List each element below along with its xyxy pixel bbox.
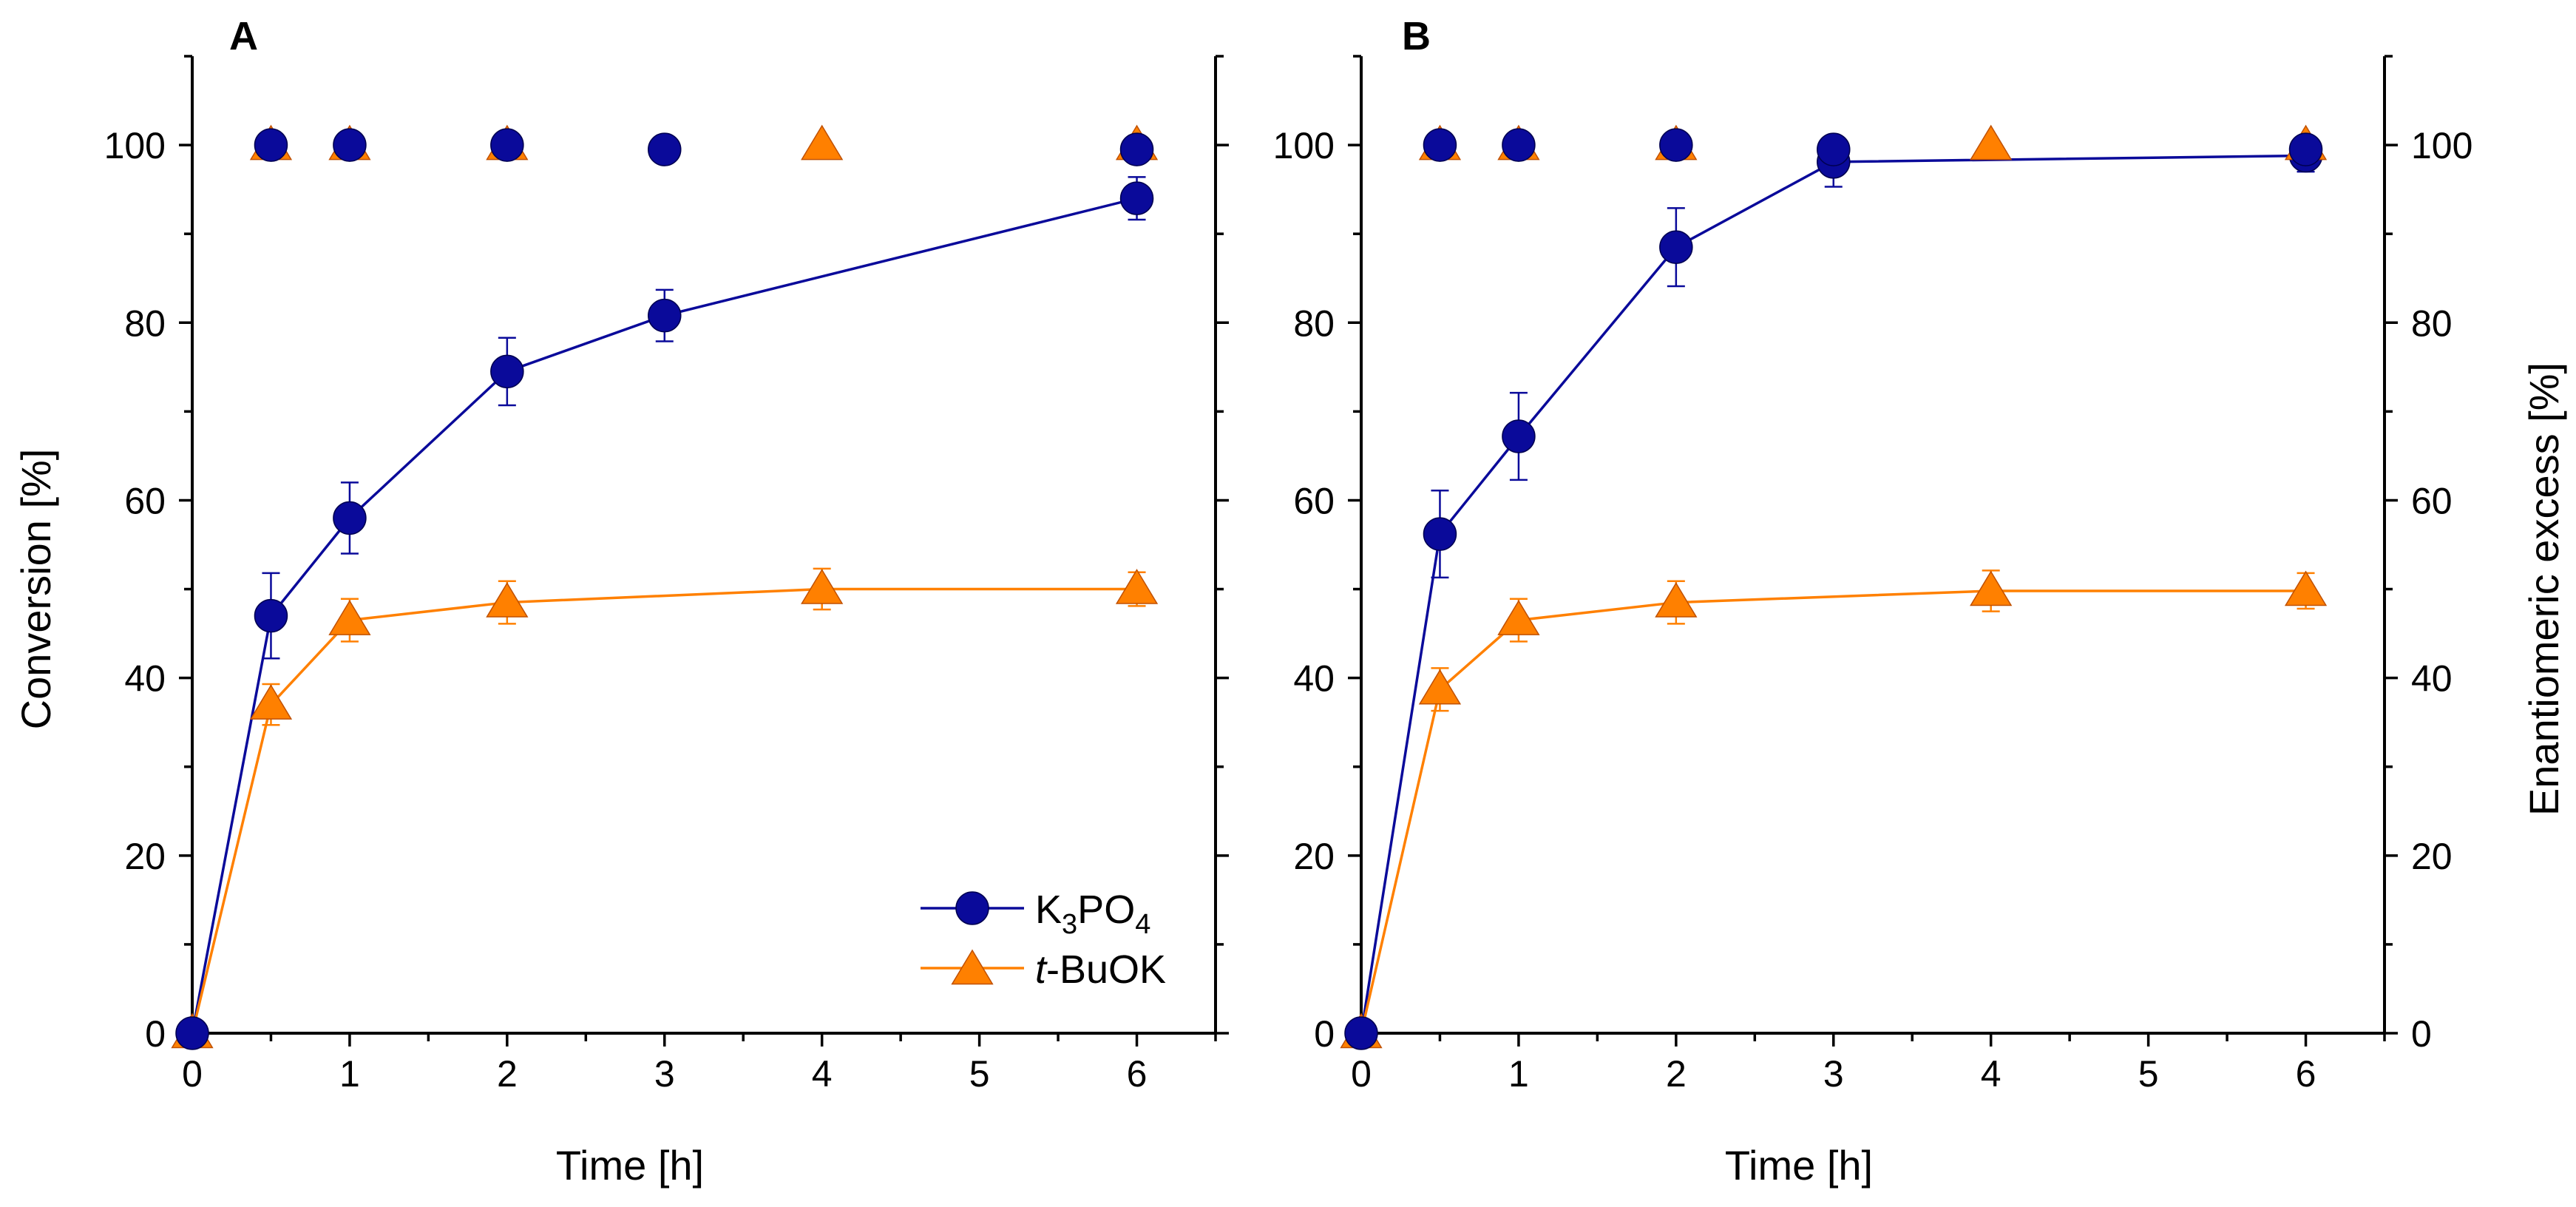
ee-point-k3po4 <box>1119 132 1154 166</box>
data-point-k3po4 <box>648 298 682 333</box>
ee-point-k3po4 <box>2288 132 2323 166</box>
y-tick-label: 40 <box>124 658 166 700</box>
series-line-tbuok <box>1360 589 2306 1034</box>
x-tick-label: 0 <box>1351 1053 1372 1095</box>
y2-tick-label: 20 <box>2411 836 2453 877</box>
data-point-k3po4 <box>1659 230 1693 264</box>
data-point-tbuok <box>801 569 844 604</box>
data-point-tbuok <box>1655 582 1698 618</box>
data-point-tbuok <box>328 600 371 635</box>
data-point-k3po4 <box>1423 517 1457 551</box>
y-tick-label: 60 <box>1293 480 1335 521</box>
x-tick-label: 2 <box>497 1053 518 1095</box>
legend-marker-k3po4 <box>955 891 989 925</box>
data-point-tbuok <box>2284 570 2328 606</box>
y-tick-label: 80 <box>124 302 166 344</box>
ee-point-k3po4 <box>1502 128 1536 162</box>
x-tick-label: 6 <box>2296 1053 2316 1095</box>
y-axis-title: Conversion [%] <box>13 449 59 730</box>
ee-point-k3po4 <box>1817 132 1851 166</box>
data-point-k3po4 <box>490 354 524 389</box>
ee-point-k3po4 <box>490 128 524 162</box>
x-axis-title: Time [h] <box>1725 1142 1873 1189</box>
data-point-k3po4 <box>333 501 367 535</box>
y-tick-label: 20 <box>124 836 166 877</box>
x-tick-label: 5 <box>2138 1053 2159 1095</box>
y2-tick-label: 80 <box>2411 302 2453 344</box>
y-tick-label: 20 <box>1293 836 1335 877</box>
x-tick-label: 3 <box>1823 1053 1844 1095</box>
legend-label-tbuok: t-BuOK <box>1035 947 1166 992</box>
series-line-tbuok <box>191 587 1137 1034</box>
x-tick-label: 3 <box>654 1053 675 1095</box>
data-point-k3po4 <box>1344 1016 1378 1050</box>
x-tick-label: 1 <box>1508 1053 1529 1095</box>
y2-tick-label: 0 <box>2411 1013 2432 1055</box>
data-point-k3po4 <box>175 1016 209 1050</box>
y-tick-label: 0 <box>1314 1013 1335 1055</box>
legend-marker-tbuok <box>951 949 994 985</box>
y2-tick-label: 40 <box>2411 658 2453 700</box>
x-tick-label: 1 <box>339 1053 360 1095</box>
y2-tick-label: 60 <box>2411 480 2453 521</box>
data-point-tbuok <box>1418 669 1462 705</box>
ee-point-k3po4 <box>254 128 288 162</box>
x-axis-title: Time [h] <box>556 1142 704 1189</box>
x-tick-label: 4 <box>1981 1053 2002 1095</box>
data-point-tbuok <box>1115 569 1159 604</box>
ee-point-k3po4 <box>1423 128 1457 162</box>
data-point-tbuok <box>1497 600 1540 635</box>
y2-axis-title: Enantiomeric excess [%] <box>2521 362 2567 816</box>
panel-label: B <box>1402 14 1431 58</box>
data-point-k3po4 <box>1502 419 1536 453</box>
y-tick-label: 60 <box>124 480 166 521</box>
data-point-tbuok <box>1970 570 2013 606</box>
series-line-k3po4 <box>1360 154 2306 1034</box>
y-tick-label: 100 <box>104 125 166 166</box>
legend-label-k3po4: K3PO4 <box>1035 888 1150 940</box>
ee-point-k3po4 <box>1659 128 1693 162</box>
x-tick-label: 5 <box>969 1053 990 1095</box>
series-line-k3po4 <box>191 197 1137 1034</box>
ee-point-tbuok <box>801 124 844 160</box>
y-tick-label: 100 <box>1273 125 1335 166</box>
data-point-k3po4 <box>254 598 288 633</box>
x-tick-label: 2 <box>1666 1053 1687 1095</box>
y2-tick-label: 100 <box>2411 125 2472 166</box>
ee-point-k3po4 <box>333 128 367 162</box>
data-point-tbuok <box>249 684 293 720</box>
ee-point-k3po4 <box>648 132 682 166</box>
ee-point-tbuok <box>1970 124 2013 160</box>
x-tick-label: 6 <box>1127 1053 1148 1095</box>
y-tick-label: 40 <box>1293 658 1335 700</box>
y-tick-label: 80 <box>1293 302 1335 344</box>
x-tick-label: 0 <box>182 1053 203 1095</box>
data-point-tbuok <box>486 582 529 618</box>
y-tick-label: 0 <box>145 1013 166 1055</box>
panel-label: A <box>229 14 258 58</box>
x-tick-label: 4 <box>812 1053 833 1095</box>
legend: K3PO4 t-BuOK <box>921 888 1166 992</box>
data-point-k3po4 <box>1119 181 1154 215</box>
